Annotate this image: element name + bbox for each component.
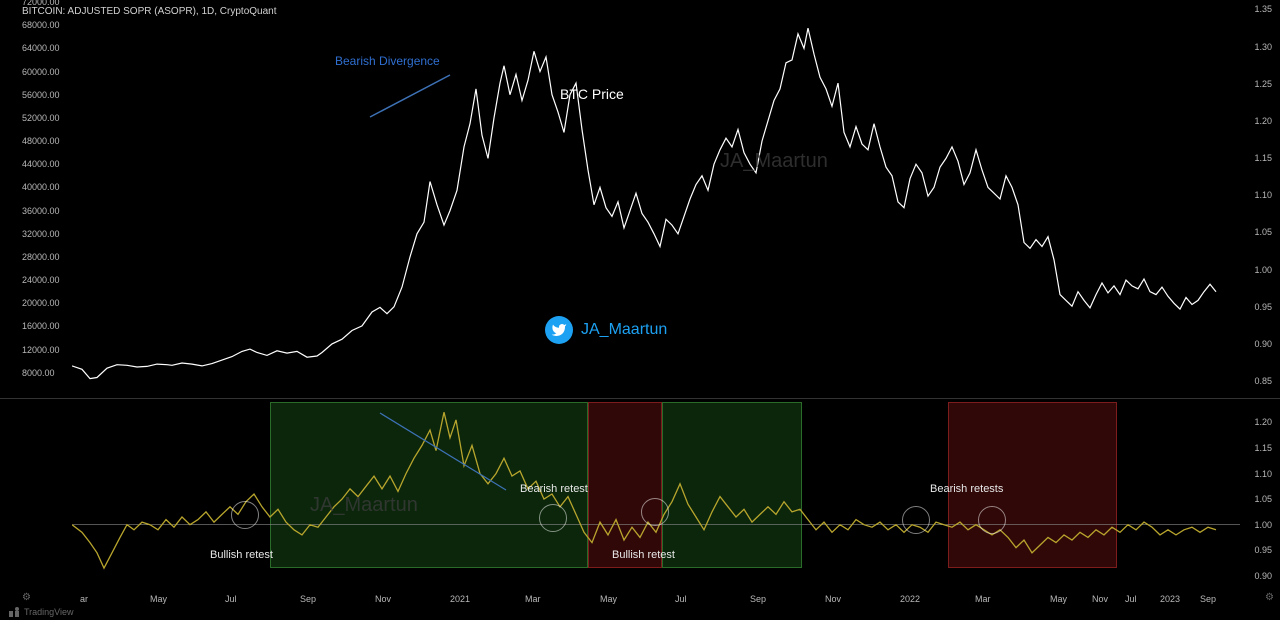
tradingview-label: TradingView — [24, 607, 74, 617]
y-tick-right: 1.20 — [1254, 116, 1272, 126]
x-tick: May — [1050, 594, 1067, 604]
y-tick-left: 56000.00 — [22, 90, 60, 100]
y-tick-lower: 0.95 — [1254, 545, 1272, 555]
x-tick: Jul — [1125, 594, 1137, 604]
x-tick: 2023 — [1160, 594, 1180, 604]
x-tick: Sep — [750, 594, 766, 604]
y-tick-left: 36000.00 — [22, 206, 60, 216]
x-tick: Nov — [1092, 594, 1108, 604]
y-tick-lower: 1.20 — [1254, 417, 1272, 427]
y-tick-right: 1.10 — [1254, 190, 1272, 200]
zone-label: Bullish retest — [210, 549, 273, 561]
zone-label: Bearish retests — [930, 483, 1003, 495]
tradingview-watermark[interactable]: TradingView — [8, 606, 74, 618]
x-tick: 2022 — [900, 594, 920, 604]
y-tick-left: 64000.00 — [22, 43, 60, 53]
y-tick-left: 40000.00 — [22, 182, 60, 192]
bearish-divergence-label: Bearish Divergence — [335, 54, 440, 68]
x-tick: Mar — [525, 594, 541, 604]
retest-circle — [978, 506, 1006, 534]
y-tick-left: 28000.00 — [22, 252, 60, 262]
y-tick-left: 68000.00 — [22, 20, 60, 30]
x-tick: Sep — [1200, 594, 1216, 604]
retest-circle — [641, 498, 669, 526]
y-tick-left: 12000.00 — [22, 345, 60, 355]
twitter-badge[interactable]: JA_Maartun — [545, 316, 667, 344]
y-tick-right: 1.35 — [1254, 4, 1272, 14]
y-tick-lower: 1.00 — [1254, 520, 1272, 530]
retest-circle — [231, 501, 259, 529]
y-tick-right: 0.95 — [1254, 302, 1272, 312]
btc-price-label: BTC Price — [560, 86, 624, 102]
y-tick-left: 44000.00 — [22, 159, 60, 169]
y-tick-left: 72000.00 — [22, 0, 60, 7]
chart-container: BITCOIN: ADJUSTED SOPR (ASOPR), 1D, Cryp… — [0, 0, 1280, 620]
twitter-handle: JA_Maartun — [581, 321, 667, 339]
x-tick: Jul — [225, 594, 237, 604]
retest-circle — [539, 504, 567, 532]
x-tick: ar — [80, 594, 88, 604]
y-tick-left: 32000.00 — [22, 229, 60, 239]
y-tick-lower: 1.10 — [1254, 469, 1272, 479]
x-tick: Jul — [675, 594, 687, 604]
y-tick-right: 1.15 — [1254, 153, 1272, 163]
twitter-icon — [545, 316, 573, 344]
x-tick: May — [150, 594, 167, 604]
x-tick: Nov — [375, 594, 391, 604]
retest-circle — [902, 506, 930, 534]
y-tick-left: 8000.00 — [22, 368, 55, 378]
y-tick-right: 1.30 — [1254, 42, 1272, 52]
axis-settings-icon[interactable]: ⚙ — [22, 592, 31, 603]
y-tick-lower: 1.15 — [1254, 443, 1272, 453]
y-tick-left: 60000.00 — [22, 67, 60, 77]
x-tick: May — [600, 594, 617, 604]
zone-label: Bullish retest — [612, 549, 675, 561]
watermark-lower: JA_Maartun — [310, 494, 418, 517]
y-tick-left: 52000.00 — [22, 113, 60, 123]
y-tick-lower: 0.90 — [1254, 571, 1272, 581]
panel-divider[interactable] — [0, 398, 1280, 399]
y-tick-left: 24000.00 — [22, 275, 60, 285]
zone-label: Bearish retest — [520, 483, 588, 495]
watermark-upper: JA_Maartun — [720, 150, 828, 173]
y-tick-left: 48000.00 — [22, 136, 60, 146]
y-tick-right: 0.85 — [1254, 376, 1272, 386]
x-tick: Nov — [825, 594, 841, 604]
y-tick-right: 1.25 — [1254, 79, 1272, 89]
y-tick-right: 1.00 — [1254, 265, 1272, 275]
x-tick: Mar — [975, 594, 991, 604]
y-tick-lower: 1.05 — [1254, 494, 1272, 504]
y-tick-right: 0.90 — [1254, 339, 1272, 349]
y-tick-left: 20000.00 — [22, 298, 60, 308]
x-tick: Sep — [300, 594, 316, 604]
y-tick-left: 16000.00 — [22, 321, 60, 331]
lower-trendline — [0, 0, 1, 1]
y-tick-right: 1.05 — [1254, 227, 1272, 237]
x-tick: 2021 — [450, 594, 470, 604]
axis-settings-icon-right[interactable]: ⚙ — [1265, 592, 1274, 603]
